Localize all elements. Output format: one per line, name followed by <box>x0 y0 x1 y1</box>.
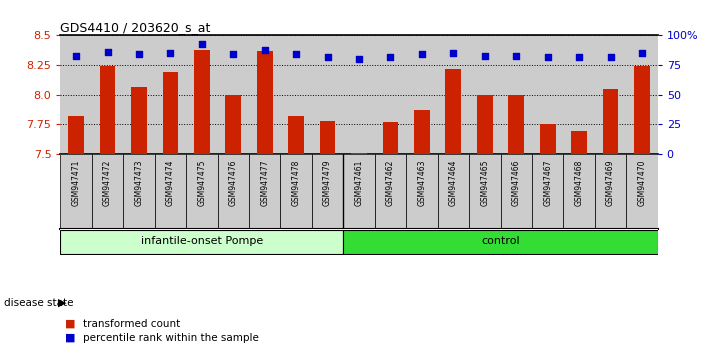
Text: infantile-onset Pompe: infantile-onset Pompe <box>141 236 263 246</box>
Point <box>510 53 522 58</box>
Bar <box>131 87 147 154</box>
Point <box>165 50 176 56</box>
Bar <box>163 72 178 154</box>
Text: GSM947473: GSM947473 <box>134 160 144 206</box>
Bar <box>595 154 626 229</box>
Point <box>102 49 113 55</box>
Bar <box>92 154 123 229</box>
Bar <box>123 154 155 229</box>
Bar <box>225 95 241 154</box>
Bar <box>186 154 218 229</box>
Bar <box>280 154 312 229</box>
Text: GSM947475: GSM947475 <box>198 160 206 206</box>
Bar <box>194 50 210 154</box>
Bar <box>477 95 493 154</box>
Bar <box>343 154 375 229</box>
Point <box>573 54 584 59</box>
Bar <box>68 116 84 154</box>
Bar <box>312 154 343 229</box>
Point <box>291 51 302 57</box>
Bar <box>563 154 595 229</box>
Point <box>542 54 553 59</box>
Bar <box>383 122 398 154</box>
Text: GSM947470: GSM947470 <box>638 160 646 206</box>
Text: GSM947469: GSM947469 <box>606 160 615 206</box>
Bar <box>289 116 304 154</box>
Bar <box>446 69 461 154</box>
Text: disease state: disease state <box>4 298 73 308</box>
Bar <box>501 154 532 229</box>
Text: ▶: ▶ <box>58 298 67 308</box>
Point <box>605 54 616 59</box>
Bar <box>634 66 650 154</box>
Bar <box>60 230 343 253</box>
Point <box>385 54 396 59</box>
Point <box>353 56 365 62</box>
Text: ■: ■ <box>65 333 76 343</box>
Text: ■: ■ <box>65 319 76 329</box>
Point <box>479 53 491 58</box>
Bar <box>351 153 367 154</box>
Text: GSM947465: GSM947465 <box>481 160 489 206</box>
Bar <box>257 51 272 154</box>
Text: GSM947466: GSM947466 <box>512 160 520 206</box>
Text: GSM947474: GSM947474 <box>166 160 175 206</box>
Bar <box>320 121 336 154</box>
Point <box>322 54 333 59</box>
Point <box>196 41 208 46</box>
Text: percentile rank within the sample: percentile rank within the sample <box>83 333 259 343</box>
Bar <box>469 154 501 229</box>
Text: GSM947463: GSM947463 <box>417 160 427 206</box>
Bar <box>438 154 469 229</box>
Point <box>70 53 82 58</box>
Text: GSM947468: GSM947468 <box>574 160 584 206</box>
Text: GSM947476: GSM947476 <box>229 160 237 206</box>
Text: GSM947467: GSM947467 <box>543 160 552 206</box>
Bar <box>406 154 438 229</box>
Bar <box>343 230 658 253</box>
Bar <box>603 88 619 154</box>
Bar <box>571 131 587 154</box>
Text: GSM947478: GSM947478 <box>292 160 301 206</box>
Point <box>636 50 648 56</box>
Text: GSM947462: GSM947462 <box>386 160 395 206</box>
Text: GSM947464: GSM947464 <box>449 160 458 206</box>
Bar <box>218 154 249 229</box>
Bar <box>100 66 115 154</box>
Bar <box>414 110 429 154</box>
Text: GSM947472: GSM947472 <box>103 160 112 206</box>
Bar <box>60 154 92 229</box>
Text: transformed count: transformed count <box>83 319 181 329</box>
Bar <box>508 95 524 154</box>
Bar <box>532 154 563 229</box>
Text: control: control <box>481 236 520 246</box>
Bar <box>626 154 658 229</box>
Point <box>134 51 145 57</box>
Bar <box>155 154 186 229</box>
Text: GSM947479: GSM947479 <box>323 160 332 206</box>
Point <box>448 50 459 56</box>
Text: GSM947461: GSM947461 <box>355 160 363 206</box>
Point <box>228 51 239 57</box>
Text: GDS4410 / 203620_s_at: GDS4410 / 203620_s_at <box>60 21 210 34</box>
Bar <box>249 154 280 229</box>
Point <box>259 47 270 52</box>
Text: GSM947477: GSM947477 <box>260 160 269 206</box>
Text: GSM947471: GSM947471 <box>72 160 80 206</box>
Bar <box>375 154 406 229</box>
Bar <box>540 124 555 154</box>
Point <box>416 51 427 57</box>
